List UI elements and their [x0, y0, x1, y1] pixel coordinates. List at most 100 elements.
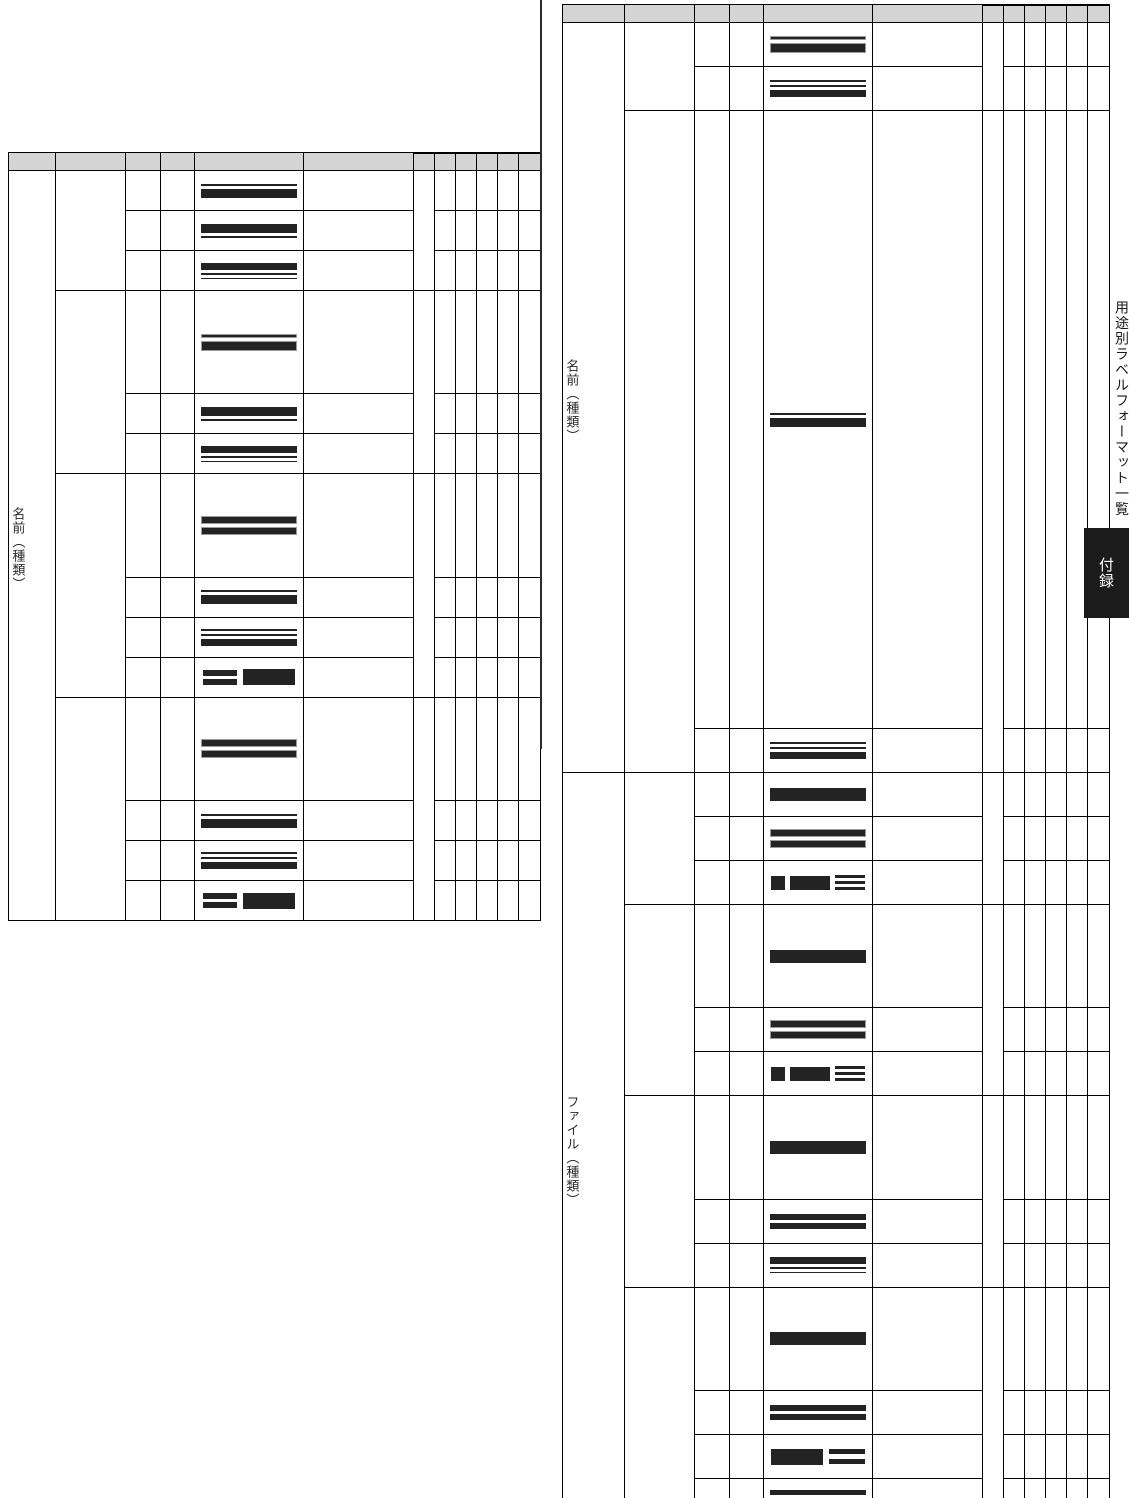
format-size-cell[interactable] — [160, 434, 194, 474]
feature-flag-cell-6[interactable] — [518, 841, 540, 881]
feature-flag-cell-4[interactable] — [476, 881, 497, 921]
feature-flag-cell-6[interactable] — [1088, 1052, 1110, 1096]
feature-flag-cell-3[interactable] — [1025, 773, 1046, 817]
format-size-cell[interactable] — [730, 905, 764, 1008]
format-description-cell[interactable] — [303, 251, 413, 291]
feature-flag-cell-6[interactable] — [518, 657, 540, 697]
format-code-cell[interactable] — [125, 577, 160, 617]
feature-flag-cell-5[interactable] — [497, 841, 518, 881]
group-name-cell[interactable] — [625, 905, 695, 1096]
format-size-cell[interactable] — [730, 1435, 764, 1479]
feature-flag-cell-4[interactable] — [476, 171, 497, 211]
feature-flag-cell-4[interactable] — [476, 577, 497, 617]
format-size-cell[interactable] — [160, 881, 194, 921]
feature-flag-cell-3[interactable] — [1025, 111, 1046, 729]
feature-flag-cell-3[interactable] — [455, 841, 476, 881]
format-code-cell[interactable] — [695, 1008, 730, 1052]
format-description-cell[interactable] — [303, 841, 413, 881]
feature-flag-cell-4[interactable] — [476, 841, 497, 881]
feature-flag-cell-2[interactable] — [434, 841, 455, 881]
feature-flag-cell-2[interactable] — [1004, 1008, 1025, 1052]
table-row[interactable]: ファイル（種類） — [563, 773, 1110, 817]
table-row[interactable] — [563, 905, 1110, 1008]
feature-flag-cell-4[interactable] — [476, 474, 497, 577]
format-description-cell[interactable] — [873, 1052, 983, 1096]
feature-flag-cell-4[interactable] — [1046, 773, 1067, 817]
feature-flag-cell-3[interactable] — [455, 291, 476, 394]
feature-flag-cell-2[interactable] — [1004, 1096, 1025, 1199]
feature-flag-cell-5[interactable] — [497, 577, 518, 617]
format-description-cell[interactable] — [873, 1199, 983, 1243]
feature-flag-cell-4[interactable] — [476, 617, 497, 657]
format-code-cell[interactable] — [125, 841, 160, 881]
feature-flag-cell-3[interactable] — [1025, 1096, 1046, 1199]
feature-flag-cell-2[interactable] — [1004, 861, 1025, 905]
feature-flag-cell-5[interactable] — [1067, 1243, 1088, 1287]
format-description-cell[interactable] — [873, 1479, 983, 1498]
feature-flag-cell-2[interactable] — [1004, 1199, 1025, 1243]
feature-flag-cell-6[interactable] — [518, 211, 540, 251]
format-code-cell[interactable] — [695, 67, 730, 111]
feature-flag-cell-3[interactable] — [455, 394, 476, 434]
format-description-cell[interactable] — [303, 394, 413, 434]
feature-flag-cell-3[interactable] — [1025, 1008, 1046, 1052]
feature-flag-cell-4[interactable] — [476, 657, 497, 697]
feature-flag-cell-2[interactable] — [1004, 817, 1025, 861]
format-size-cell[interactable] — [160, 577, 194, 617]
format-description-cell[interactable] — [303, 211, 413, 251]
format-code-cell[interactable] — [695, 1096, 730, 1199]
feature-flag-cell-6[interactable] — [1088, 1435, 1110, 1479]
format-size-cell[interactable] — [730, 1243, 764, 1287]
feature-flag-cell-2[interactable] — [434, 617, 455, 657]
feature-flag-cell-2[interactable] — [434, 251, 455, 291]
format-code-cell[interactable] — [125, 394, 160, 434]
feature-flag-cell-4[interactable] — [1046, 905, 1067, 1008]
format-description-cell[interactable] — [303, 474, 413, 577]
feature-flag-cell-6[interactable] — [518, 577, 540, 617]
feature-flag-cell-1[interactable] — [413, 474, 434, 697]
feature-flag-cell-3[interactable] — [455, 801, 476, 841]
feature-flag-cell-1[interactable] — [983, 1096, 1004, 1287]
feature-flag-cell-2[interactable] — [434, 801, 455, 841]
format-size-cell[interactable] — [160, 657, 194, 697]
format-code-cell[interactable] — [695, 111, 730, 729]
feature-flag-cell-1[interactable] — [983, 905, 1004, 1096]
format-code-cell[interactable] — [695, 1435, 730, 1479]
feature-flag-cell-3[interactable] — [455, 171, 476, 211]
group-name-cell[interactable] — [55, 474, 125, 697]
feature-flag-cell-4[interactable] — [1046, 1008, 1067, 1052]
feature-flag-cell-4[interactable] — [1046, 817, 1067, 861]
feature-flag-cell-3[interactable] — [1025, 67, 1046, 111]
format-description-cell[interactable] — [873, 773, 983, 817]
feature-flag-cell-2[interactable] — [1004, 1435, 1025, 1479]
group-name-cell[interactable] — [625, 111, 695, 773]
feature-flag-cell-4[interactable] — [476, 434, 497, 474]
format-size-cell[interactable] — [730, 111, 764, 729]
feature-flag-cell-6[interactable] — [1088, 1479, 1110, 1498]
format-size-cell[interactable] — [730, 23, 764, 67]
feature-flag-cell-4[interactable] — [1046, 729, 1067, 773]
feature-flag-cell-5[interactable] — [1067, 1391, 1088, 1435]
format-description-cell[interactable] — [873, 1008, 983, 1052]
feature-flag-cell-1[interactable] — [413, 171, 434, 291]
feature-flag-cell-2[interactable] — [1004, 1391, 1025, 1435]
feature-flag-cell-3[interactable] — [1025, 1479, 1046, 1498]
format-code-cell[interactable] — [125, 291, 160, 394]
format-code-cell[interactable] — [125, 211, 160, 251]
feature-flag-cell-4[interactable] — [1046, 861, 1067, 905]
feature-flag-cell-1[interactable] — [983, 111, 1004, 773]
feature-flag-cell-2[interactable] — [1004, 1287, 1025, 1390]
feature-flag-cell-2[interactable] — [1004, 1243, 1025, 1287]
feature-flag-cell-5[interactable] — [497, 617, 518, 657]
format-code-cell[interactable] — [695, 817, 730, 861]
format-description-cell[interactable] — [873, 905, 983, 1008]
format-size-cell[interactable] — [160, 291, 194, 394]
table-row[interactable] — [563, 1287, 1110, 1390]
feature-flag-cell-1[interactable] — [983, 773, 1004, 905]
feature-flag-cell-3[interactable] — [455, 657, 476, 697]
feature-flag-cell-5[interactable] — [1067, 817, 1088, 861]
format-description-cell[interactable] — [873, 1243, 983, 1287]
format-code-cell[interactable] — [695, 1391, 730, 1435]
feature-flag-cell-4[interactable] — [1046, 1052, 1067, 1096]
feature-flag-cell-3[interactable] — [1025, 23, 1046, 67]
